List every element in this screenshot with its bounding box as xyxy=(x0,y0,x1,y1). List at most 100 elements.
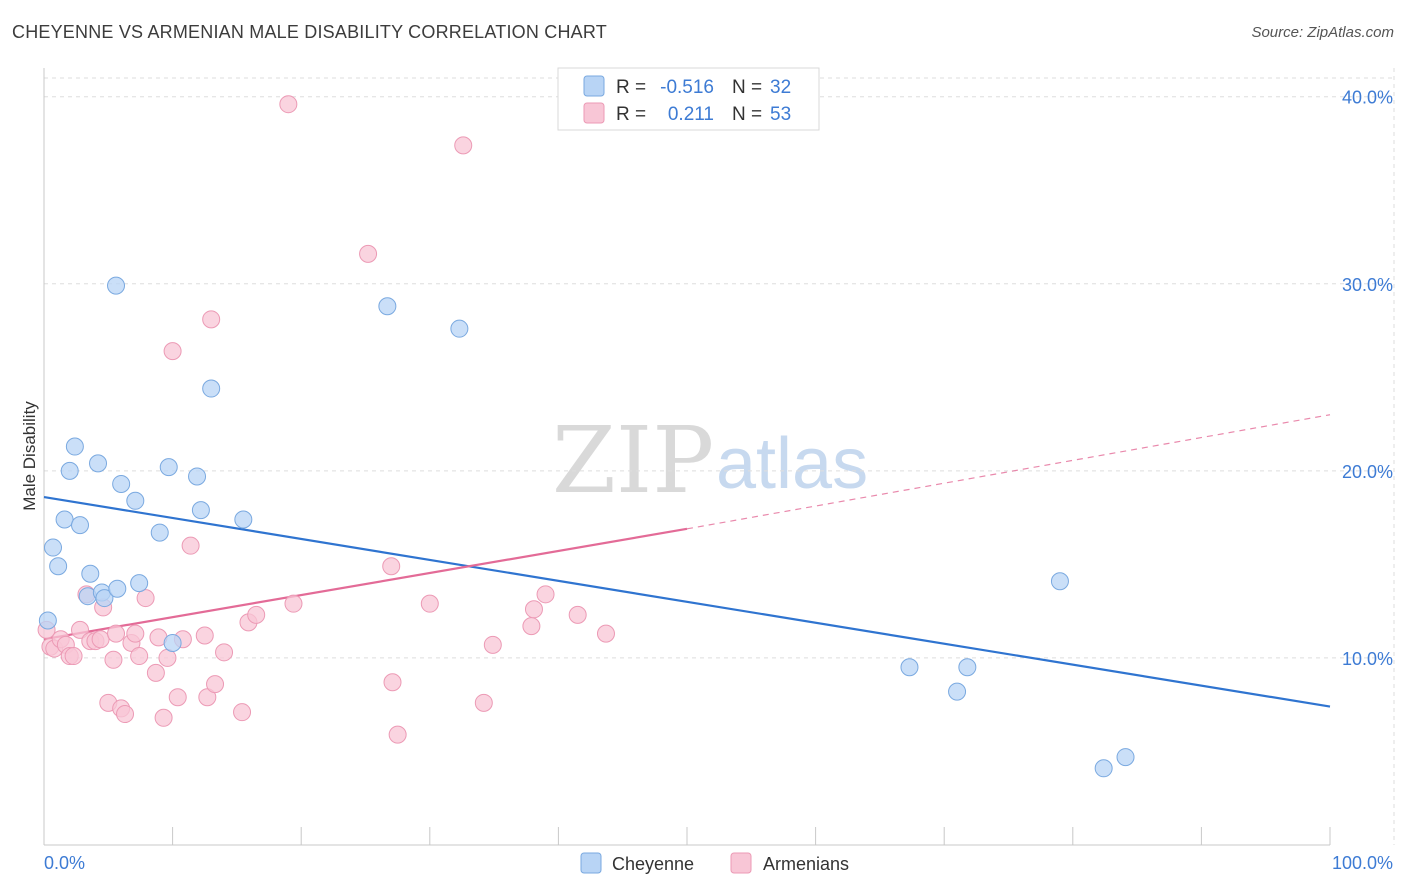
cheyenne-point xyxy=(150,523,169,542)
axes xyxy=(43,68,1331,846)
armenian-point xyxy=(168,688,187,707)
legend-swatch-cheyenne xyxy=(583,75,605,97)
armenian-point xyxy=(154,708,173,727)
armenian-point xyxy=(420,594,439,613)
cheyenne-point xyxy=(38,611,57,630)
armenian-point xyxy=(195,626,214,645)
armenian-point xyxy=(279,95,298,114)
armenian-point xyxy=(483,635,502,654)
armenian-point xyxy=(247,605,266,624)
cheyenne-point xyxy=(159,458,178,477)
armenian-point xyxy=(522,617,541,636)
y-tick-label: 40.0% xyxy=(1342,88,1393,108)
x-tick-label: 100.0% xyxy=(1332,853,1393,873)
cheyenne-point xyxy=(378,297,397,316)
armenian-point xyxy=(130,647,149,666)
bottom-legend-label-armenians: Armenians xyxy=(763,854,849,874)
legend-n-value-cheyenne: 32 xyxy=(770,77,791,98)
bottom-legend-swatch-cheyenne xyxy=(580,852,602,874)
bottom-legend-label-cheyenne: Cheyenne xyxy=(612,854,694,874)
cheyenne-point xyxy=(89,454,108,473)
armenian-point xyxy=(206,675,225,694)
cheyenne-point xyxy=(234,510,253,529)
armenian-point xyxy=(284,594,303,613)
cheyenne-point xyxy=(55,510,74,529)
armenian-point xyxy=(382,557,401,576)
armenian-point xyxy=(388,725,407,744)
armenian-point xyxy=(202,310,221,329)
x-tick-labels: 0.0% 100.0% xyxy=(44,853,1393,873)
armenian-point xyxy=(524,600,543,619)
armenian-trend-extension xyxy=(686,414,1331,530)
y-axis-label: Male Disability xyxy=(20,401,39,511)
legend-n-label-armenians: N = xyxy=(732,104,762,125)
cheyenne-point xyxy=(900,658,919,677)
cheyenne-trend-line xyxy=(43,495,1331,708)
armenian-point xyxy=(181,536,200,555)
legend-r-label-cheyenne: R = xyxy=(616,77,646,98)
armenian-point xyxy=(454,136,473,155)
data-points xyxy=(37,95,1135,778)
armenian-point xyxy=(91,630,110,649)
legend-swatch-armenians xyxy=(583,102,605,124)
cheyenne-point xyxy=(191,501,210,520)
armenian-point xyxy=(474,693,493,712)
cheyenne-point xyxy=(1094,759,1113,778)
armenian-point xyxy=(233,703,252,722)
armenian-point xyxy=(158,648,177,667)
legend-r-value-cheyenne: -0.516 xyxy=(660,77,714,98)
armenian-point xyxy=(383,673,402,692)
cheyenne-point xyxy=(1050,572,1069,591)
armenian-point xyxy=(359,244,378,263)
cheyenne-point xyxy=(188,467,207,486)
cheyenne-point xyxy=(126,491,145,510)
chart-title: CHEYENNE VS ARMENIAN MALE DISABILITY COR… xyxy=(12,22,607,42)
armenian-point xyxy=(107,624,126,643)
y-tick-label: 30.0% xyxy=(1342,275,1393,295)
cheyenne-point xyxy=(71,516,90,535)
cheyenne-point xyxy=(1116,748,1135,767)
armenian-point xyxy=(71,620,90,639)
source-credit: Source: ZipAtlas.com xyxy=(1251,24,1394,41)
watermark-atlas: atlas xyxy=(716,424,868,504)
armenian-point xyxy=(596,624,615,643)
y-tick-label: 20.0% xyxy=(1342,462,1393,482)
legend-r-value-armenians: 0.211 xyxy=(668,104,714,125)
y-tick-labels: 10.0% 20.0% 30.0% 40.0% xyxy=(1342,88,1393,669)
cheyenne-point xyxy=(60,461,79,480)
cheyenne-point xyxy=(130,574,149,593)
x-tick-label: 0.0% xyxy=(44,853,85,873)
armenian-point xyxy=(116,705,135,724)
bottom-legend-swatch-armenians xyxy=(730,852,752,874)
watermark: ZIP atlas xyxy=(552,407,868,514)
cheyenne-point xyxy=(112,474,131,493)
cheyenne-point xyxy=(95,589,114,608)
armenian-point xyxy=(568,605,587,624)
cheyenne-point xyxy=(65,437,84,456)
cheyenne-point xyxy=(107,276,126,295)
armenian-point xyxy=(536,585,555,604)
armenian-point xyxy=(126,624,145,643)
cheyenne-point xyxy=(958,658,977,677)
trend-lines xyxy=(43,414,1331,708)
armenian-point xyxy=(136,589,155,608)
cheyenne-point xyxy=(948,682,967,701)
cheyenne-point xyxy=(108,579,127,598)
cheyenne-point xyxy=(163,633,182,652)
cheyenne-point xyxy=(44,538,63,557)
watermark-zip: ZIP xyxy=(552,407,714,514)
series-legend: Cheyenne Armenians xyxy=(580,852,849,874)
legend-r-label-armenians: R = xyxy=(616,104,646,125)
armenian-point xyxy=(104,650,123,669)
armenian-point xyxy=(64,647,83,666)
stats-legend: R = -0.516 N = 32 R = 0.211 N = 53 xyxy=(557,67,820,131)
armenian-trend-line xyxy=(43,527,688,641)
armenian-point xyxy=(215,643,234,662)
cheyenne-point xyxy=(81,564,100,583)
legend-n-label-cheyenne: N = xyxy=(732,77,762,98)
cheyenne-point xyxy=(450,319,469,338)
y-tick-label: 10.0% xyxy=(1342,649,1393,669)
armenian-point xyxy=(163,342,182,361)
legend-n-value-armenians: 53 xyxy=(770,104,791,125)
